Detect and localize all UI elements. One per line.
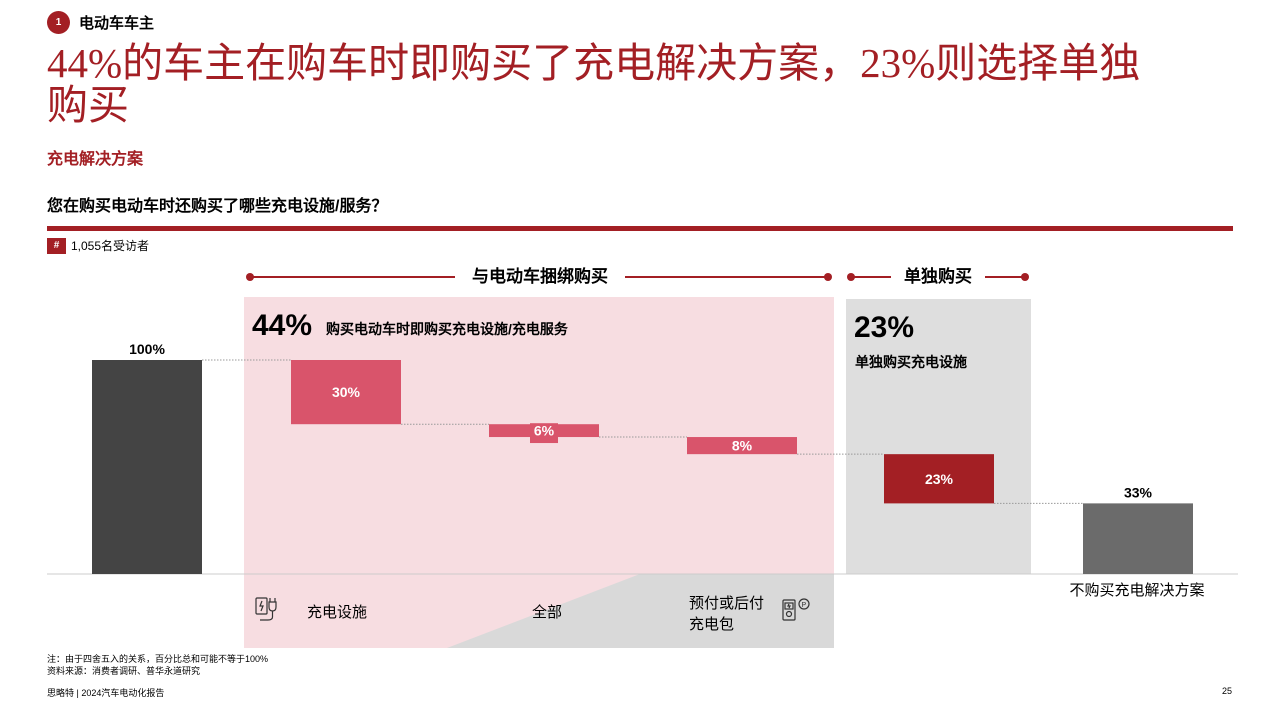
bar-value-label: 23%	[925, 471, 954, 487]
bar	[291, 360, 401, 425]
bar-value-label: 8%	[732, 438, 753, 454]
bar-value-label: 6%	[534, 423, 555, 439]
separate-description: 单独购买充电设施	[855, 354, 967, 370]
bundled-percentage: 44%	[252, 309, 312, 342]
bundled-group-header: 与电动车捆绑购买	[246, 266, 832, 286]
bar-label-bg	[530, 423, 558, 444]
bar	[884, 454, 994, 504]
page-title: 44%的车主在购车时即购买了充电解决方案，23%则选择单独购买	[47, 40, 1141, 128]
bar-value-label: 30%	[332, 384, 361, 400]
source-note: 资料来源：消费者调研、普华永道研究	[47, 666, 201, 676]
footer-page-number: 25	[1222, 686, 1233, 696]
bundled-header-dot-right	[824, 273, 832, 281]
charger-plug-icon	[255, 597, 277, 621]
category-package-label-line1: 预付或后付	[689, 595, 764, 612]
bar-value-label: 33%	[1124, 484, 1153, 500]
category-diagonal-panel	[447, 574, 834, 648]
bar	[1083, 503, 1193, 574]
sample-size: 1,055名受访者	[71, 239, 150, 253]
bar	[92, 360, 202, 574]
survey-question: 您在购买电动车时还购买了哪些充电设施/服务？	[47, 198, 388, 215]
separate-header-dot-right	[1021, 273, 1029, 281]
category-facility-label: 充电设施	[307, 604, 367, 621]
section-number-badge: 1	[47, 11, 70, 34]
bundled-header-label: 与电动车捆绑购买	[472, 266, 608, 286]
bars-layer: 100% 30% 6% 8% 23% 33%	[92, 341, 1193, 574]
category-all-label: 全部	[532, 603, 562, 621]
page-subtitle: 充电解决方案	[47, 151, 144, 168]
footer-report: 思略特 | 2024汽车电动化报告	[47, 688, 165, 698]
divider-rule	[47, 226, 1233, 231]
bar-value-label: 100%	[129, 341, 165, 357]
charging-station-icon: P	[782, 598, 810, 621]
category-package-label-line2: 充电包	[689, 616, 734, 633]
sample-size-icon: #	[47, 238, 66, 254]
rounding-note: 注：由于四舍五入的关系，百分比总和可能不等于100%	[47, 654, 269, 664]
separate-group-header: 单独购买	[847, 266, 1029, 286]
bar	[687, 437, 797, 455]
section-label: 电动车车主	[79, 15, 155, 32]
separate-percentage: 23%	[854, 311, 914, 344]
separate-header-label: 单独购买	[904, 266, 972, 286]
separate-panel	[846, 299, 1031, 574]
svg-text:P: P	[802, 602, 807, 609]
category-no-purchase-label: 不购买充电解决方案	[1069, 581, 1204, 599]
bundled-description: 购买电动车时即购买充电设施/充电服务	[326, 321, 569, 337]
